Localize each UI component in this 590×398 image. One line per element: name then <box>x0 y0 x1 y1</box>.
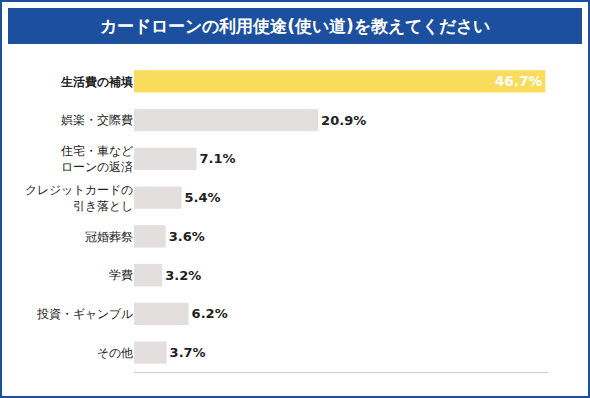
svg-text:7.1%: 7.1% <box>200 151 236 166</box>
svg-text:3.6%: 3.6% <box>169 229 205 244</box>
svg-text:娯楽・交際費: 娯楽・交際費 <box>61 113 133 127</box>
svg-text:46.7%: 46.7% <box>495 73 543 89</box>
svg-text:生活費の補填: 生活費の補填 <box>60 75 133 89</box>
svg-text:その他: その他 <box>97 346 133 360</box>
svg-text:5.4%: 5.4% <box>185 190 221 205</box>
svg-text:学費: 学費 <box>109 268 133 282</box>
html-text:カードローンの利用使途(使い道)を教えてください: カードローンの利用使途(使い道)を教えてください <box>100 16 490 36</box>
svg-text:クレジットカードの引き落とし: クレジットカードの引き落とし <box>25 183 133 213</box>
svg-text:3.2%: 3.2% <box>165 268 201 283</box>
svg-text:20.9%: 20.9% <box>321 113 366 128</box>
svg-text:住宅・車などローンの返済: 住宅・車などローンの返済 <box>60 144 133 174</box>
svg-text:3.7%: 3.7% <box>170 345 206 360</box>
svg-text:6.2%: 6.2% <box>192 306 228 321</box>
svg-text:投資・ギャンブル: 投資・ギャンブル <box>36 307 133 321</box>
svg-text:冠婚葬祭: 冠婚葬祭 <box>85 230 133 244</box>
